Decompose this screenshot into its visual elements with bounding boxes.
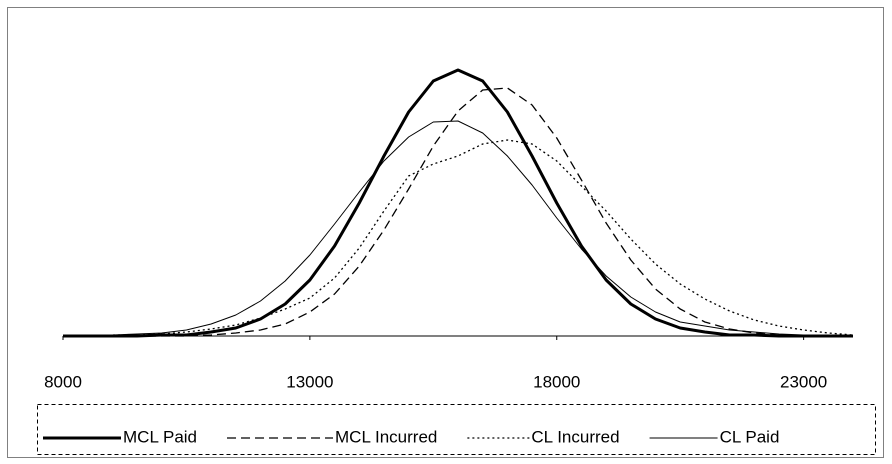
x-tick-label: 23000	[780, 372, 827, 391]
chart-frame	[7, 7, 884, 458]
legend-label: MCL Paid	[123, 427, 197, 446]
legend-box	[37, 404, 876, 455]
x-tick-label: 13000	[286, 372, 333, 391]
legend-label: MCL Incurred	[335, 427, 437, 446]
series-line	[63, 120, 853, 337]
legend-label: CL Paid	[720, 427, 780, 446]
series-line	[63, 139, 854, 337]
series-line	[63, 87, 853, 337]
x-tick-label: 18000	[533, 372, 580, 391]
series-line	[63, 68, 853, 338]
legend-label: CL Incurred	[531, 427, 619, 446]
x-tick-label: 8000	[44, 372, 82, 391]
